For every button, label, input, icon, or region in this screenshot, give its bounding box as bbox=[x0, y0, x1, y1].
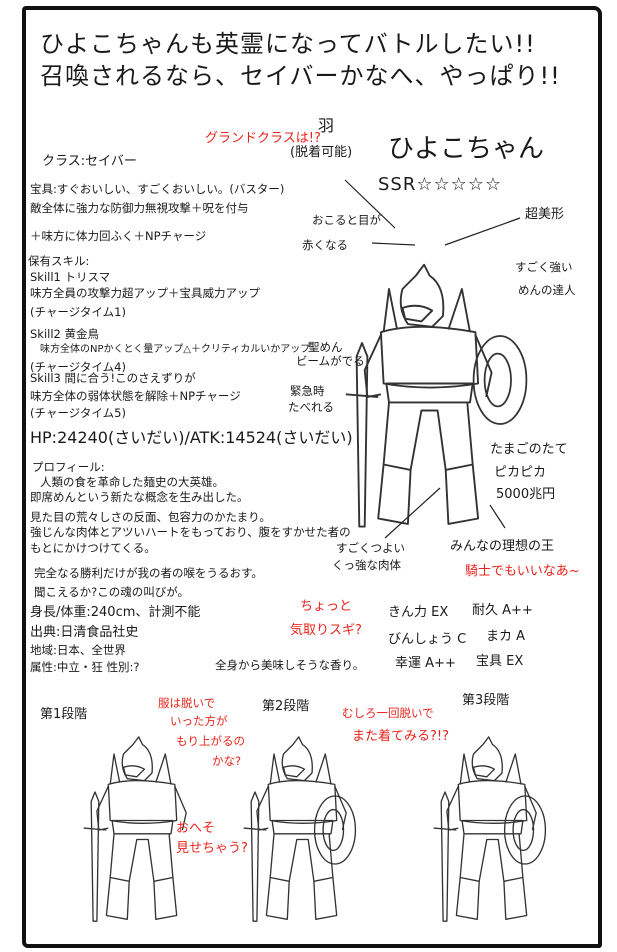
profile-line: 味方全体の弱体状態を解除＋NPチャージ bbox=[30, 389, 241, 403]
param-label: きん力 bbox=[388, 605, 428, 620]
detail-line: 身長/体重:240cm、計測不能 bbox=[30, 605, 201, 620]
note-knight-red: 騎士でもいいなあ~ bbox=[465, 564, 580, 579]
grand-class-note: グランドクラスは!? bbox=[205, 131, 321, 146]
profile-line: 敵全体に強力な防御力無視攻撃＋呪を付与 bbox=[30, 201, 249, 215]
detail-line: 属性:中立・狂 性別:? bbox=[30, 660, 140, 674]
note-shield-3: 5000兆円 bbox=[496, 487, 556, 502]
stage-2-note: また着てみる?!? bbox=[352, 729, 450, 744]
profile-line: (チャージタイム5) bbox=[30, 406, 126, 420]
param-endurance: 耐久 A++ bbox=[472, 604, 533, 617]
stage-1-note: かな? bbox=[212, 754, 242, 768]
note-beam-1: 聖めん bbox=[308, 340, 343, 354]
title-line-1: ひよこちゃんも英霊になってバトルしたい!! bbox=[40, 30, 536, 58]
profile-line: 宝具:すぐおいしい、すごくおいしい。(バスター) bbox=[30, 182, 285, 196]
profile-line: クラス:セイバー bbox=[42, 154, 137, 169]
stage-1-note: 服は脱いで bbox=[158, 696, 216, 710]
profile-line: Skill1 トリスマ bbox=[30, 270, 111, 284]
profile-text: 即席めんという新たな概念を生み出した。 bbox=[30, 490, 249, 504]
aroma-note: 全身から美味しそうな香り。 bbox=[215, 658, 365, 672]
param-noble-phantasm: 宝具 EX bbox=[476, 655, 523, 668]
param-strength: きん力 EX bbox=[388, 606, 448, 619]
stage-2-note: むしろ一回脱いで bbox=[342, 706, 434, 720]
note-body-2: くっ強な肉体 bbox=[332, 558, 401, 572]
note-emergency-1: 緊急時 bbox=[290, 384, 325, 398]
note-king: みんなの理想の王 bbox=[450, 539, 555, 554]
profile-text: もとにかけつけてくる。 bbox=[30, 541, 156, 555]
stage-1-note-2: 見せちゃう? bbox=[176, 841, 248, 856]
stage3-knight bbox=[432, 736, 537, 922]
param-rank: A bbox=[516, 629, 526, 644]
note-vain-1: ちょっと bbox=[300, 599, 353, 614]
note-beam-2: ビームがでる bbox=[296, 354, 365, 368]
wings-label: 羽 bbox=[318, 116, 335, 135]
stage-1-note: もり上がるの bbox=[176, 734, 245, 748]
stage-3-label: 第3段階 bbox=[462, 693, 510, 708]
param-rank: A++ bbox=[502, 603, 533, 618]
profile-text: 完全なる勝利だけが我の者の喉をうるおす。 bbox=[34, 566, 263, 580]
stage2-shield bbox=[313, 795, 357, 865]
profile-line: 味方全員の攻撃力超アップ＋宝具威力アップ bbox=[30, 286, 260, 300]
note-strong-1: すごく強い bbox=[515, 260, 573, 274]
param-label: 耐久 bbox=[472, 603, 499, 618]
note-eyes-2: 赤くなる bbox=[302, 238, 348, 252]
profile-text: 見た目の荒々しさの反面、包容力のかたまり。 bbox=[30, 510, 271, 524]
page-border bbox=[22, 6, 602, 948]
param-agility: びんしょう C bbox=[388, 633, 466, 646]
stage-1-note-2: おへそ bbox=[176, 821, 216, 836]
profile-line: ＋味方に体力回ふく＋NPチャージ bbox=[30, 229, 207, 243]
detail-line: 地域:日本、全世界 bbox=[30, 643, 126, 657]
param-label: 宝具 bbox=[476, 654, 503, 669]
character-name: ひよこちゃん bbox=[388, 134, 545, 164]
note-strong-2: めんの達人 bbox=[518, 283, 576, 297]
profile-line: 味方全体のNPかくとく量アップ△＋クリティカルいかアップ bbox=[40, 344, 311, 355]
profile-line: (チャージタイム4) bbox=[30, 360, 126, 374]
profile-text: 聞こえるか?この魂の叫びが。 bbox=[34, 585, 190, 599]
rarity: SSR☆☆☆☆☆ bbox=[378, 174, 503, 195]
note-handsome: 超美形 bbox=[525, 207, 565, 222]
wings-note: (脱着可能) bbox=[290, 145, 353, 160]
note-shield-2: ピカピカ bbox=[494, 465, 547, 480]
stage2-knight bbox=[242, 736, 347, 922]
hp-atk-stats: HP:24240(さいだい)/ATK:14524(さいだい) bbox=[30, 428, 353, 447]
param-label: まカ bbox=[486, 629, 513, 644]
profile-line: 保有スキル: bbox=[28, 254, 90, 268]
title-line-2: 召喚されるなら、セイバーかなへ、やっぱり!! bbox=[40, 62, 561, 90]
profile-line: Skill2 黄金鳥 bbox=[30, 327, 100, 341]
profile-line: Skill3 間に合う!このさえずりが bbox=[30, 371, 196, 385]
detail-line: 出典:日清食品社史 bbox=[30, 625, 139, 640]
note-vain-2: 気取りスギ? bbox=[290, 623, 362, 638]
param-label: 幸運 bbox=[395, 656, 422, 671]
main-knight-figure bbox=[344, 263, 493, 528]
stage-1-note: いった方が bbox=[170, 714, 228, 728]
note-emergency-2: たべれる bbox=[288, 400, 334, 414]
stage3-shield bbox=[503, 795, 547, 865]
param-rank: C bbox=[457, 632, 467, 647]
stage-1-label: 第1段階 bbox=[40, 707, 88, 722]
param-label: びんしょう bbox=[388, 632, 454, 647]
param-rank: EX bbox=[431, 605, 449, 620]
note-eyes-1: おこると目が bbox=[312, 213, 381, 227]
note-shield-1: たまごのたて bbox=[490, 442, 568, 457]
param-rank: A++ bbox=[425, 656, 456, 671]
stage1-knight bbox=[82, 736, 187, 922]
egg-shield bbox=[472, 335, 528, 425]
param-rank: EX bbox=[506, 654, 524, 669]
stage-2-label: 第2段階 bbox=[262, 699, 310, 714]
profile-text: 強じんな肉体とアツいハートをもっており、腹をすかせた者の bbox=[30, 525, 351, 539]
param-luck: 幸運 A++ bbox=[395, 657, 456, 670]
profile-line: (チャージタイム1) bbox=[30, 305, 126, 319]
profile-text: 人類の食を革命した麺史の大英雄。 bbox=[40, 475, 224, 489]
profile-text: プロフィール: bbox=[32, 460, 105, 474]
note-body-1: すごくつよい bbox=[336, 541, 405, 555]
param-mana: まカ A bbox=[486, 630, 525, 643]
